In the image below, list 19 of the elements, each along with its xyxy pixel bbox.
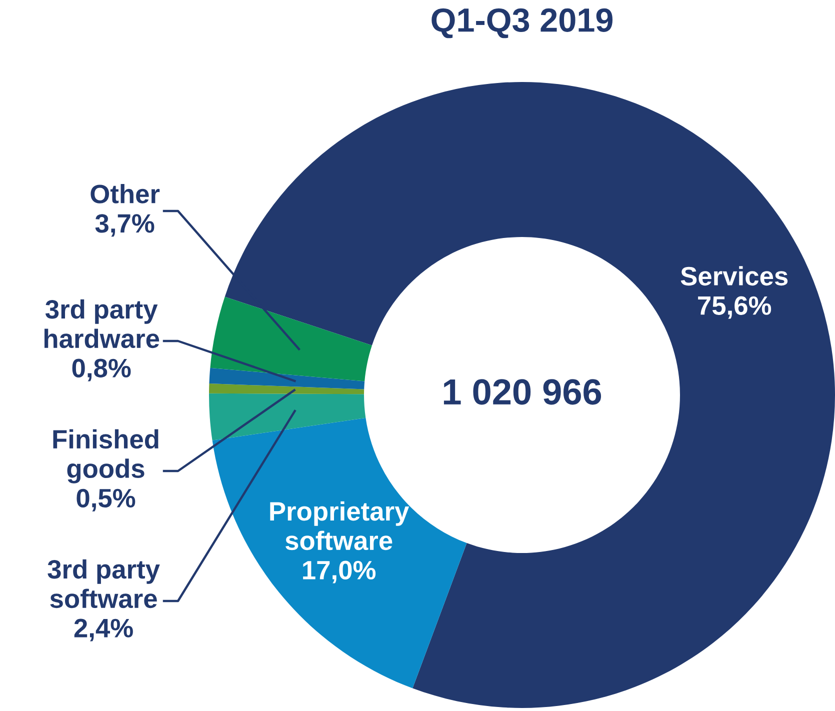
chart-title: Q1-Q3 2019	[432, 8, 612, 38]
data-label: 0,8%	[72, 358, 131, 382]
slice-label: Other	[90, 184, 160, 204]
text: 1 020 966	[444, 379, 602, 405]
donut-slice	[209, 368, 365, 390]
slice-label: Finished goods	[53, 429, 158, 484]
data-label: 17,0%	[303, 560, 376, 584]
slice-label: Services	[680, 266, 788, 286]
data-label: 3,7%	[95, 214, 154, 237]
data-label: 75,6%	[698, 296, 772, 319]
donut-slice	[212, 418, 467, 688]
slice-label: 3rd party hardware	[44, 299, 160, 348]
slice-label: 3rd party software	[48, 559, 160, 608]
data-label: 2,4%	[74, 618, 133, 642]
slice-label: Proprietary software	[270, 501, 410, 550]
donut-slice	[209, 384, 364, 394]
donut-slice	[209, 393, 366, 440]
data-label: 0,5%	[76, 488, 136, 512]
donut-slice	[210, 296, 372, 382]
